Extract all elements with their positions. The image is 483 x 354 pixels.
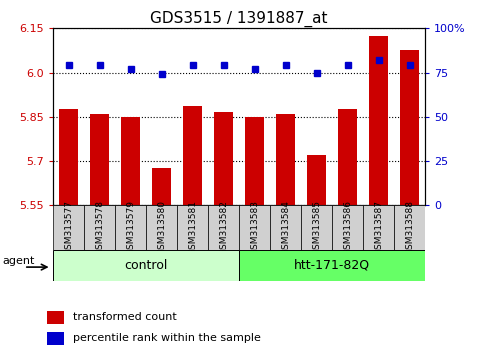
Text: GSM313577: GSM313577 (64, 200, 73, 255)
Text: control: control (125, 259, 168, 272)
Text: transformed count: transformed count (72, 312, 176, 322)
Text: percentile rank within the sample: percentile rank within the sample (72, 333, 260, 343)
Text: GSM313578: GSM313578 (95, 200, 104, 255)
Bar (90, 114, 109, 205)
Text: htt-171-82Q: htt-171-82Q (294, 259, 370, 272)
Text: GSM313584: GSM313584 (281, 200, 290, 255)
Bar (53, 205, 84, 250)
Bar (146, 205, 177, 250)
Bar (363, 205, 394, 250)
Text: GSM313581: GSM313581 (188, 200, 197, 255)
Text: GSM313588: GSM313588 (405, 200, 414, 255)
Bar (214, 112, 233, 205)
Bar (332, 205, 363, 250)
Bar (121, 117, 140, 205)
Bar (47, 332, 64, 345)
Bar (47, 311, 64, 324)
Text: GSM313587: GSM313587 (374, 200, 383, 255)
Bar (301, 205, 332, 250)
Title: GDS3515 / 1391887_at: GDS3515 / 1391887_at (150, 11, 328, 27)
Text: GSM313579: GSM313579 (126, 200, 135, 255)
Text: GSM313586: GSM313586 (343, 200, 352, 255)
Text: GSM313582: GSM313582 (219, 200, 228, 255)
Text: agent: agent (3, 256, 35, 266)
Text: GSM313580: GSM313580 (157, 200, 166, 255)
Bar (152, 169, 171, 205)
Bar (84, 205, 115, 250)
Bar (245, 117, 264, 205)
Bar (270, 205, 301, 250)
Text: GSM313583: GSM313583 (250, 200, 259, 255)
Bar (307, 155, 326, 205)
Bar (394, 205, 425, 250)
Bar (115, 205, 146, 250)
Text: GSM313585: GSM313585 (312, 200, 321, 255)
Bar (208, 205, 239, 250)
Bar (239, 250, 425, 281)
Bar (184, 107, 202, 205)
Bar (53, 250, 239, 281)
Bar (400, 51, 419, 205)
Bar (59, 109, 78, 205)
Bar (239, 205, 270, 250)
Bar (338, 109, 357, 205)
Bar (177, 205, 208, 250)
Bar (276, 114, 295, 205)
Bar (369, 36, 388, 205)
